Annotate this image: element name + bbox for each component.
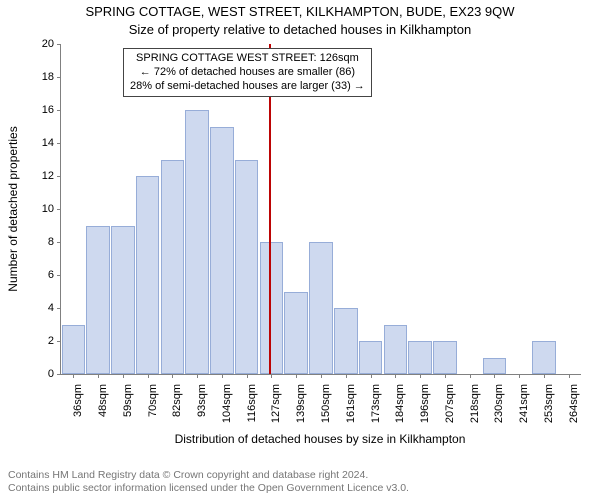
x-tick xyxy=(544,374,545,378)
y-tick-label: 6 xyxy=(14,269,54,281)
y-tick-label: 0 xyxy=(14,368,54,380)
x-tick-label: 253sqm xyxy=(543,384,555,428)
x-tick-label: 184sqm xyxy=(394,384,406,428)
x-tick xyxy=(321,374,322,378)
plot-area: SPRING COTTAGE WEST STREET: 126sqm← 72% … xyxy=(60,44,581,375)
y-tick xyxy=(57,209,61,210)
x-tick xyxy=(247,374,248,378)
histogram-bar xyxy=(136,176,160,374)
x-tick xyxy=(296,374,297,378)
x-tick-label: 36sqm xyxy=(72,384,84,428)
x-tick xyxy=(73,374,74,378)
footer-attribution: Contains HM Land Registry data © Crown c… xyxy=(8,469,409,496)
y-tick-label: 12 xyxy=(14,170,54,182)
x-tick-label: 207sqm xyxy=(444,384,456,428)
histogram-bar xyxy=(210,127,234,375)
annotation-line: ← 72% of detached houses are smaller (86… xyxy=(130,66,365,80)
y-tick xyxy=(57,110,61,111)
y-tick-label: 2 xyxy=(14,335,54,347)
y-tick-label: 8 xyxy=(14,236,54,248)
histogram-bar xyxy=(235,160,259,375)
x-tick-label: 173sqm xyxy=(370,384,382,428)
x-tick-label: 70sqm xyxy=(147,384,159,428)
y-tick-label: 4 xyxy=(14,302,54,314)
x-tick-label: 161sqm xyxy=(345,384,357,428)
histogram-bar xyxy=(185,110,209,374)
x-tick xyxy=(197,374,198,378)
x-tick-label: 116sqm xyxy=(246,384,258,428)
x-tick xyxy=(172,374,173,378)
x-tick xyxy=(470,374,471,378)
histogram-bar xyxy=(62,325,86,375)
x-tick xyxy=(371,374,372,378)
y-tick xyxy=(57,341,61,342)
x-tick-label: 241sqm xyxy=(518,384,530,428)
y-tick-label: 20 xyxy=(14,38,54,50)
x-tick xyxy=(148,374,149,378)
y-tick xyxy=(57,242,61,243)
histogram-bar xyxy=(334,308,358,374)
y-tick xyxy=(57,176,61,177)
x-tick-label: 218sqm xyxy=(469,384,481,428)
y-tick-label: 10 xyxy=(14,203,54,215)
x-tick-label: 59sqm xyxy=(122,384,134,428)
x-tick-label: 196sqm xyxy=(419,384,431,428)
footer-line-1: Contains HM Land Registry data © Crown c… xyxy=(8,469,409,483)
histogram-bar xyxy=(284,292,308,375)
chart-title-line1: SPRING COTTAGE, WEST STREET, KILKHAMPTON… xyxy=(0,4,600,19)
y-tick-label: 16 xyxy=(14,104,54,116)
y-tick-label: 14 xyxy=(14,137,54,149)
x-axis-label: Distribution of detached houses by size … xyxy=(60,432,580,446)
y-tick-label: 18 xyxy=(14,71,54,83)
x-tick-label: 93sqm xyxy=(196,384,208,428)
x-tick-label: 48sqm xyxy=(97,384,109,428)
x-tick xyxy=(346,374,347,378)
x-tick xyxy=(569,374,570,378)
histogram-bar xyxy=(111,226,135,375)
chart-title-line2: Size of property relative to detached ho… xyxy=(0,22,600,37)
x-tick xyxy=(519,374,520,378)
annotation-box: SPRING COTTAGE WEST STREET: 126sqm← 72% … xyxy=(123,48,372,97)
histogram-bar xyxy=(483,358,507,375)
histogram-bar xyxy=(408,341,432,374)
x-tick-label: 127sqm xyxy=(270,384,282,428)
histogram-bar xyxy=(384,325,408,375)
footer-line-2: Contains public sector information licen… xyxy=(8,482,409,496)
histogram-bar xyxy=(86,226,110,375)
x-tick xyxy=(420,374,421,378)
histogram-bar xyxy=(433,341,457,374)
y-tick xyxy=(57,374,61,375)
x-tick xyxy=(271,374,272,378)
x-tick-label: 264sqm xyxy=(568,384,580,428)
y-tick xyxy=(57,308,61,309)
x-tick-label: 104sqm xyxy=(221,384,233,428)
x-tick xyxy=(494,374,495,378)
y-tick xyxy=(57,44,61,45)
x-tick-label: 139sqm xyxy=(295,384,307,428)
y-tick xyxy=(57,143,61,144)
x-tick-label: 82sqm xyxy=(171,384,183,428)
x-tick xyxy=(445,374,446,378)
x-tick xyxy=(123,374,124,378)
histogram-bar xyxy=(532,341,556,374)
x-tick xyxy=(98,374,99,378)
x-tick xyxy=(222,374,223,378)
page-root: { "chart": { "type": "histogram", "title… xyxy=(0,0,600,500)
x-tick-label: 230sqm xyxy=(493,384,505,428)
histogram-bar xyxy=(359,341,383,374)
y-tick xyxy=(57,275,61,276)
x-tick-label: 150sqm xyxy=(320,384,332,428)
histogram-bar xyxy=(309,242,333,374)
y-tick xyxy=(57,77,61,78)
histogram-bar xyxy=(260,242,284,374)
annotation-line: 28% of semi-detached houses are larger (… xyxy=(130,80,365,94)
histogram-bar xyxy=(161,160,185,375)
x-tick xyxy=(395,374,396,378)
annotation-line: SPRING COTTAGE WEST STREET: 126sqm xyxy=(130,52,365,66)
